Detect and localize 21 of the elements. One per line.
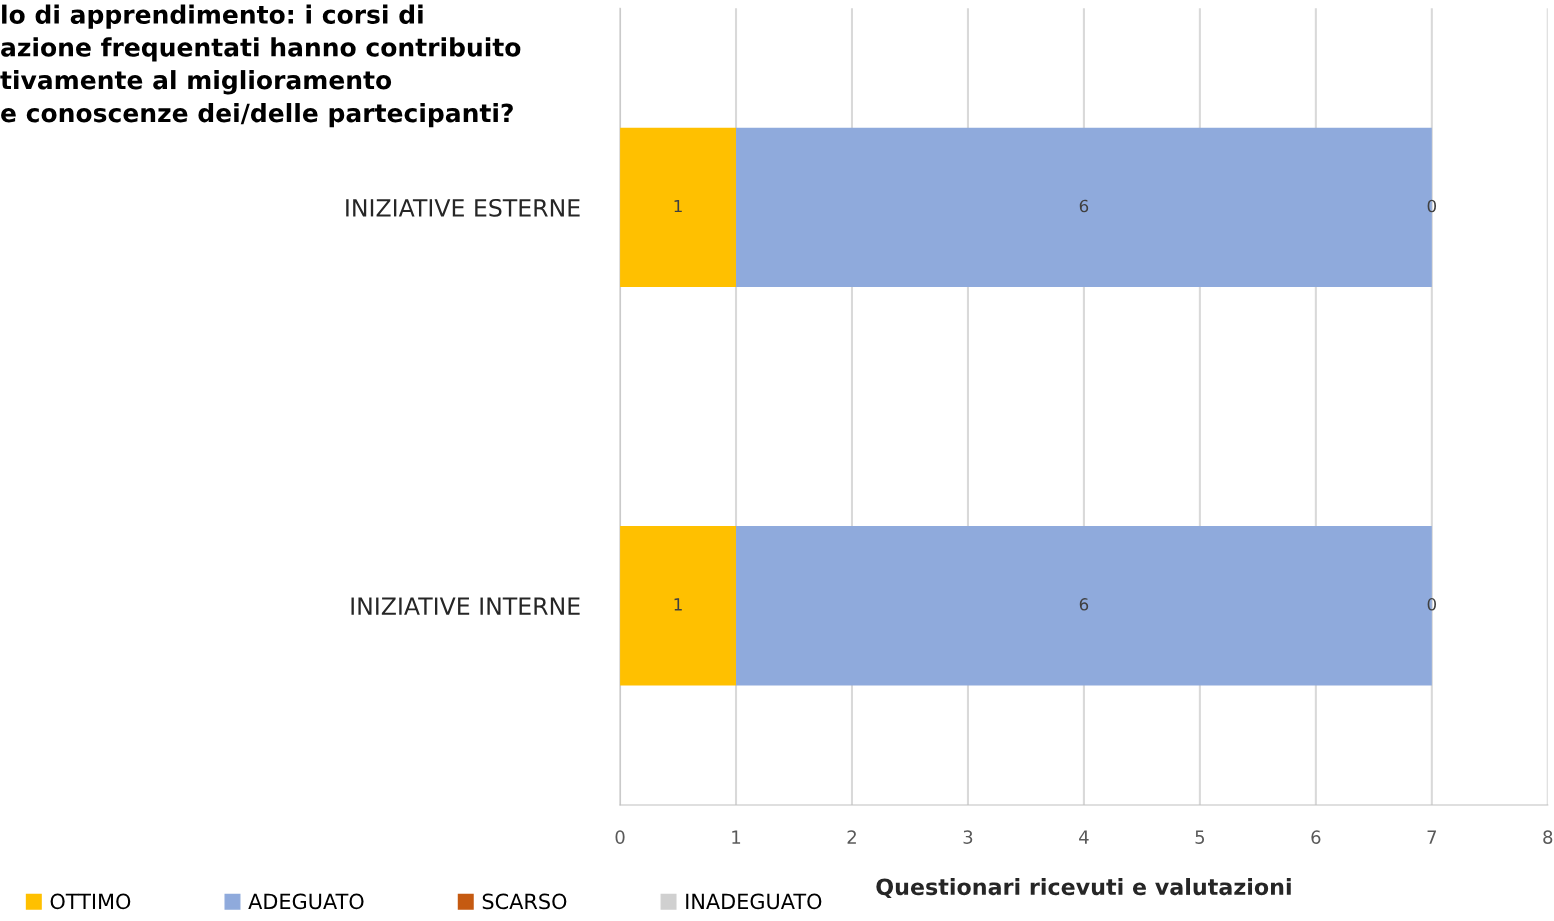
legend-label: INADEGUATO: [686, 893, 822, 910]
y-tick-label: INIZIATIVE INTERNE: [351, 597, 580, 615]
data-label: 1: [674, 598, 682, 611]
x-tick-label: 0: [615, 830, 625, 844]
text: lo di apprendimento: i corsi di azione frequentati hanno contribuito tivamente al miglioramento e conoscenze dei/delle partecipanti?: [0, 4, 521, 128]
legend-label: ADEGUATO: [248, 893, 364, 910]
x-axis-title: Questionari ricevuti e valutazioni: [876, 877, 1291, 899]
data-label: 6: [1079, 598, 1089, 611]
legend-label: SCARSO: [482, 893, 567, 910]
x-tick-label: 3: [963, 830, 973, 844]
x-tick-label: 1: [732, 830, 741, 844]
x-tick-label: 7: [1427, 830, 1437, 844]
x-tick-label: 5: [1195, 830, 1205, 844]
x-tick-label: 4: [1079, 830, 1089, 844]
x-tick-label: 2: [847, 830, 856, 844]
data-label: 6: [1079, 199, 1089, 213]
x-tick-label: 8: [1543, 830, 1553, 844]
legend-label: OTTIMO: [50, 893, 131, 910]
y-tick-label: INIZIATIVE ESTERNE: [346, 198, 580, 217]
data-label: 1: [674, 199, 682, 213]
x-tick-label: 6: [1311, 830, 1321, 844]
